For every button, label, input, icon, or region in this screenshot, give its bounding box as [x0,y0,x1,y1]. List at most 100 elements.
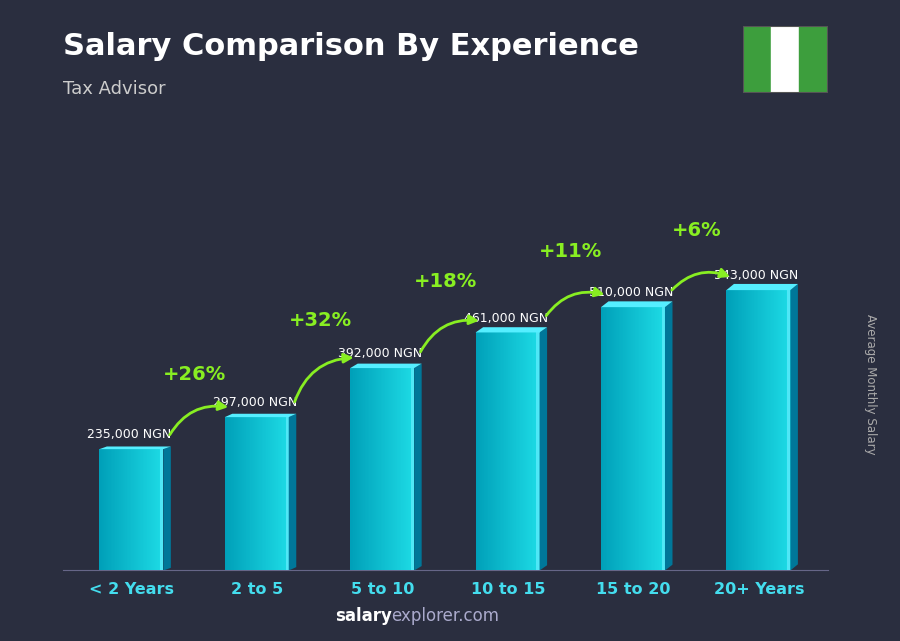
Bar [395,368,396,570]
Bar [664,307,665,570]
Bar [257,417,258,570]
Bar [607,307,608,570]
Bar [110,449,111,570]
Bar [743,290,744,570]
Bar [148,449,149,570]
Bar [163,449,164,570]
Bar [363,368,364,570]
Bar [499,333,500,570]
Bar [648,307,649,570]
Bar [788,290,790,570]
Text: 510,000 NGN: 510,000 NGN [589,287,673,299]
Bar [113,449,114,570]
Bar [141,449,143,570]
Bar [496,333,497,570]
Bar [149,449,150,570]
Bar [388,368,389,570]
Bar [368,368,369,570]
Bar [536,333,540,570]
Bar [146,449,147,570]
Bar [102,449,103,570]
Bar [242,417,243,570]
Bar [779,290,780,570]
Bar [742,290,743,570]
Bar [642,307,643,570]
Bar [659,307,660,570]
Bar [526,333,527,570]
Bar [514,333,515,570]
Bar [268,417,269,570]
Bar [227,417,228,570]
Bar [661,307,662,570]
Bar [736,290,737,570]
Bar [238,417,239,570]
Bar [99,449,100,570]
Bar [101,449,102,570]
Bar [124,449,125,570]
Bar [646,307,647,570]
Bar [129,449,130,570]
Bar [651,307,652,570]
Text: +6%: +6% [671,221,721,240]
Bar [645,307,646,570]
Bar [761,290,762,570]
Bar [160,449,163,570]
Bar [489,333,490,570]
Bar [652,307,653,570]
Bar [134,449,135,570]
Bar [258,417,259,570]
Bar [104,449,105,570]
Bar [263,417,264,570]
Bar [231,417,232,570]
Bar [155,449,156,570]
Bar [159,449,160,570]
Bar [749,290,750,570]
Bar [764,290,765,570]
Bar [789,290,790,570]
Bar [482,333,483,570]
Bar [399,368,400,570]
Bar [125,449,126,570]
Bar [783,290,784,570]
Polygon shape [289,413,296,570]
Bar [511,333,512,570]
Bar [248,417,249,570]
Bar [731,290,732,570]
Bar [355,368,356,570]
Bar [103,449,104,570]
Bar [799,26,828,93]
Bar [406,368,407,570]
Bar [762,290,763,570]
Bar [403,368,404,570]
Bar [650,307,651,570]
Bar [495,333,496,570]
Bar [531,333,532,570]
Bar [619,307,620,570]
Bar [738,290,739,570]
Polygon shape [790,284,798,570]
Bar [778,290,779,570]
Bar [488,333,489,570]
Bar [369,368,370,570]
Bar [360,368,361,570]
Bar [737,290,738,570]
Bar [150,449,151,570]
Bar [766,290,767,570]
Bar [157,449,158,570]
Bar [601,307,602,570]
Bar [259,417,260,570]
Bar [115,449,116,570]
Bar [256,417,257,570]
Bar [285,417,289,570]
Bar [744,290,745,570]
Bar [507,333,508,570]
Bar [138,449,139,570]
Bar [359,368,360,570]
Bar [285,417,286,570]
Bar [358,368,359,570]
Bar [617,307,618,570]
Bar [135,449,136,570]
Bar [271,417,272,570]
Bar [375,368,376,570]
Bar [760,290,761,570]
